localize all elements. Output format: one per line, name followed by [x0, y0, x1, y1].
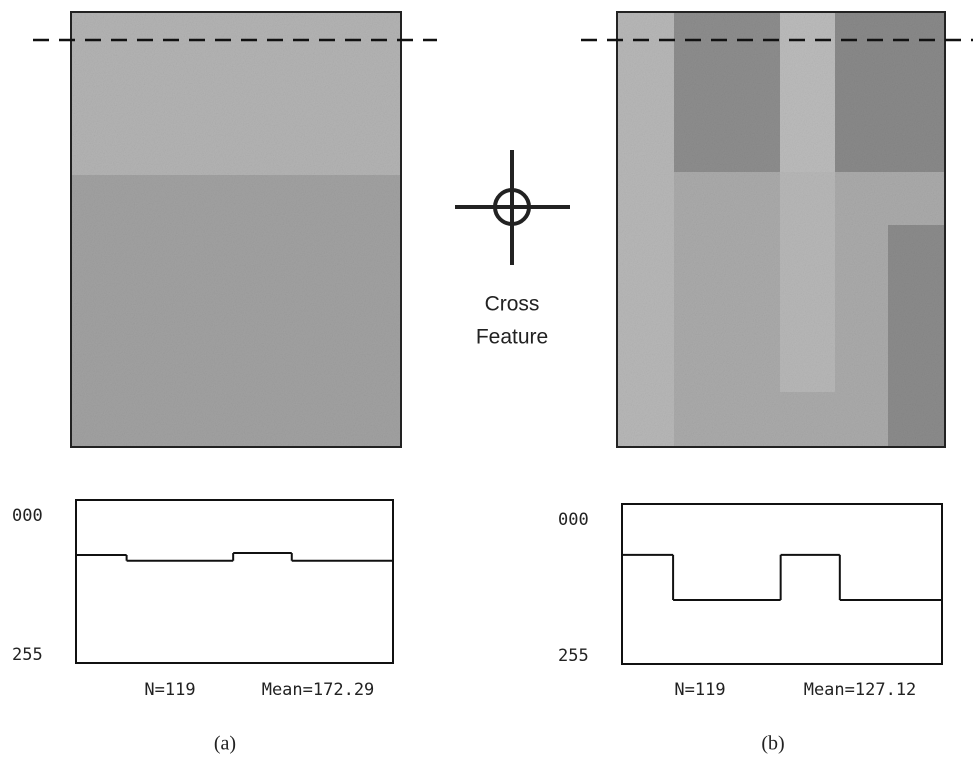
- y-tick-label: 255: [12, 645, 43, 665]
- y-tick-label: 255: [558, 646, 589, 666]
- caption: (a): [214, 733, 236, 755]
- n-label: N=119: [144, 680, 195, 700]
- figure: Cross Feature 000 255 N=119 Mean=172.29 (a) 0…: [0, 0, 973, 762]
- mean-label: Mean=172.29: [262, 680, 375, 700]
- cross-icon: [455, 150, 570, 265]
- y-tick-label: 000: [558, 510, 589, 530]
- feature-label: Feature: [476, 326, 548, 349]
- profile-frame: [622, 504, 942, 664]
- caption: (b): [761, 733, 784, 755]
- profile-frame: [76, 500, 393, 663]
- feature-label: Cross: [485, 293, 540, 316]
- image-b: [617, 12, 945, 447]
- image-a: [71, 12, 401, 447]
- n-label: N=119: [674, 680, 725, 700]
- mean-label: Mean=127.12: [804, 680, 917, 700]
- y-tick-label: 000: [12, 506, 43, 526]
